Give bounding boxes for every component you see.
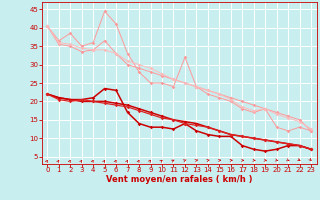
X-axis label: Vent moyen/en rafales ( km/h ): Vent moyen/en rafales ( km/h ) bbox=[106, 175, 252, 184]
